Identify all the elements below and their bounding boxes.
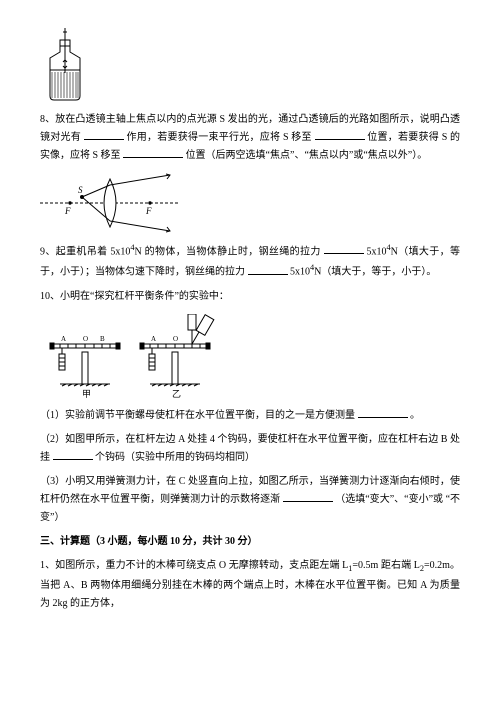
q10-text: 10、小明在“探究杠杆平衡条件”的实验中： bbox=[40, 291, 229, 302]
calc-question-1: 1、如图所示，重力不计的木棒可绕支点 O 无摩擦转动，支点距左端 L1=0.5m… bbox=[40, 557, 460, 613]
calc1-prefix: 1、如图所示，重力不计的木棒可绕支点 O 无摩擦转动，支点距左端 L bbox=[40, 560, 348, 571]
lens-svg: S F F bbox=[40, 173, 180, 233]
levers-svg: A O B A O 甲 乙 bbox=[40, 314, 230, 399]
page: 8、放在凸透镜主轴上焦点以内的点光源 S 发出的光，通过凸透镜后的光路如图所示，… bbox=[0, 0, 500, 707]
caption-right: 乙 bbox=[172, 389, 181, 399]
q9-blank1 bbox=[324, 243, 364, 254]
label-O2: O bbox=[173, 335, 178, 343]
figure-bottle bbox=[40, 28, 460, 103]
figure-levers: A O B A O 甲 乙 bbox=[40, 314, 460, 399]
label-S: S bbox=[78, 185, 83, 195]
q9-blank2 bbox=[248, 264, 288, 275]
q9-mid2: 5x10 bbox=[366, 246, 386, 257]
label-O: O bbox=[83, 335, 88, 343]
q10-1-blank bbox=[358, 407, 408, 418]
label-A2: A bbox=[151, 335, 156, 343]
label-B: B bbox=[100, 335, 105, 343]
question-10-1: （1）实验前调节平衡螺母使杠杆在水平位置平衡，目的之一是方便测量 。 bbox=[40, 407, 460, 425]
question-10-2: （2）如图甲所示，在杠杆左边 A 处挂 4 个钩码，要使杠杆在水平位置平衡，应在… bbox=[40, 431, 460, 467]
section-3-title: 三、计算题（3 小题，每小题 10 分，共计 30 分） bbox=[40, 533, 460, 551]
q10-1-prefix: （1）实验前调节平衡螺母使杠杆在水平位置平衡，目的之一是方便测量 bbox=[40, 410, 355, 421]
question-8: 8、放在凸透镜主轴上焦点以内的点光源 S 发出的光，通过凸透镜后的光路如图所示，… bbox=[40, 111, 460, 165]
q8-blank2 bbox=[315, 129, 365, 140]
q9-mid4: 5x10 bbox=[290, 267, 310, 278]
q8-tail: 位置（后两空选填“焦点”、“焦点以内”或“焦点以外”）。 bbox=[186, 150, 428, 161]
calc1-mid1: =0.5m 距右端 L bbox=[352, 560, 419, 571]
q9-prefix: 9、起重机吊着 5x10 bbox=[40, 246, 130, 257]
question-10-3: （3）小明又用弹簧测力计，在 C 处竖直向上拉，如图乙所示，当弹簧测力计逐渐向右… bbox=[40, 473, 460, 527]
bottle-svg bbox=[40, 28, 90, 103]
q8-blank1 bbox=[84, 129, 124, 140]
question-10: 10、小明在“探究杠杆平衡条件”的实验中： bbox=[40, 288, 460, 306]
q10-1-tail: 。 bbox=[410, 410, 420, 421]
q9-mid1: N 的物体，当物体静止时，钢丝绳的拉力 bbox=[135, 246, 321, 257]
q10-3-blank bbox=[283, 491, 333, 502]
caption-left: 甲 bbox=[82, 389, 91, 399]
label-F-left: F bbox=[64, 206, 71, 216]
q10-2-tail: 个钩码（实验中所用的钩码均相同） bbox=[95, 452, 255, 463]
label-A: A bbox=[61, 335, 66, 343]
q8-mid1: 作用，若要获得一束平行光，应将 S 移至 bbox=[127, 132, 312, 143]
q9-tail: N（填大于，等于，小于）。 bbox=[314, 267, 436, 278]
q10-2-blank bbox=[53, 449, 93, 460]
label-F-right: F bbox=[145, 206, 152, 216]
figure-lens: S F F bbox=[40, 173, 460, 233]
q8-blank3 bbox=[123, 147, 183, 158]
question-9: 9、起重机吊着 5x104N 的物体，当物体静止时，钢丝绳的拉力 5x104N（… bbox=[40, 241, 460, 282]
